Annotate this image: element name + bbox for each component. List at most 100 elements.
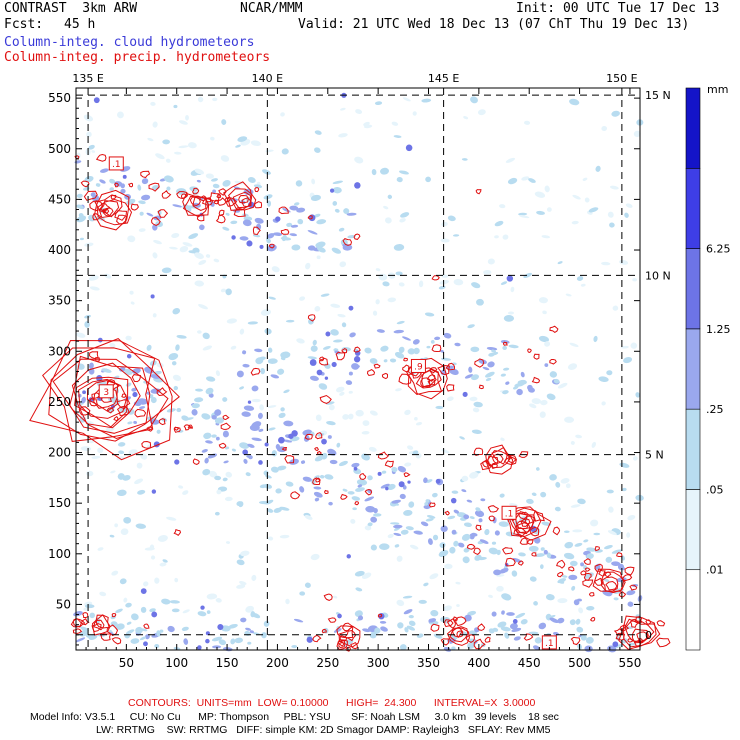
cloud-cell xyxy=(118,366,126,372)
cloud-cell xyxy=(242,363,250,368)
cloud-cell xyxy=(354,570,365,577)
cloud-cell-dense xyxy=(205,638,210,644)
colorbar-level-label: .01 xyxy=(706,564,724,577)
cloud-cell xyxy=(111,570,119,576)
cloud-cell xyxy=(444,563,453,570)
cloud-cell xyxy=(150,397,157,404)
cloud-cell xyxy=(539,564,544,569)
cloud-cell xyxy=(138,228,146,232)
cloud-cell xyxy=(469,516,475,520)
precip-contour xyxy=(588,592,595,597)
cloud-cell xyxy=(472,407,480,413)
cloud-cell xyxy=(326,421,336,426)
precip-contour xyxy=(114,182,119,188)
contour-info: CONTOURS: UNITS=mm LOW= 0.10000 HIGH= 24… xyxy=(128,697,536,709)
precip-contour xyxy=(502,547,514,555)
cloud-cell xyxy=(382,281,390,287)
cloud-cell xyxy=(134,478,144,485)
cloud-cell xyxy=(152,121,158,128)
precip-contour xyxy=(503,454,517,466)
cloud-cell xyxy=(355,487,365,492)
cloud-cell xyxy=(418,599,427,604)
contour-label-box xyxy=(98,384,114,399)
cloud-cell xyxy=(331,247,341,254)
cloud-cell xyxy=(462,556,470,564)
cloud-cell xyxy=(91,150,96,153)
cloud-cell xyxy=(409,544,419,550)
cloud-cell xyxy=(196,179,201,183)
cloud-cell xyxy=(491,349,496,353)
precip-contour xyxy=(307,215,313,220)
precip-core-contour xyxy=(344,629,357,642)
cloud-cell xyxy=(99,168,109,173)
precip-contour xyxy=(173,426,181,433)
cloud-cell xyxy=(206,593,218,600)
precip-contour xyxy=(134,408,147,418)
contour-label: .1 xyxy=(505,509,514,519)
precip-contour xyxy=(533,510,545,522)
cloud-cell xyxy=(310,431,315,437)
cloud-cell xyxy=(138,200,146,205)
cloud-cell xyxy=(534,553,545,557)
cloud-cell xyxy=(280,236,292,241)
cloud-cell xyxy=(494,235,499,239)
cloud-cell xyxy=(371,168,377,176)
precip-contour xyxy=(403,357,408,362)
cloud-cell xyxy=(404,462,412,467)
cloud-cell xyxy=(502,234,509,240)
cloud-cell xyxy=(623,356,633,364)
precip-contour xyxy=(252,226,261,236)
cloud-cell xyxy=(351,496,360,501)
cloud-cell xyxy=(312,339,317,346)
cloud-cell xyxy=(194,397,204,403)
precip-contour xyxy=(72,618,86,628)
cloud-cell xyxy=(221,119,227,125)
cloud-cell xyxy=(414,417,418,421)
precip-contour xyxy=(114,210,128,221)
cloud-cell xyxy=(214,475,222,481)
cloud-cell xyxy=(385,217,392,224)
cloud-cell xyxy=(203,432,212,440)
precip-contour xyxy=(580,570,587,576)
cloud-cell xyxy=(247,321,258,325)
cloud-cell xyxy=(376,329,385,333)
cloud-cell xyxy=(549,474,557,481)
precip-contour xyxy=(92,213,102,221)
cloud-cell xyxy=(584,197,590,203)
cloud-cell xyxy=(228,623,238,629)
cloud-cell xyxy=(370,516,378,523)
cloud-cell xyxy=(395,388,402,392)
precip-contour xyxy=(268,243,275,249)
cloud-cell xyxy=(236,559,245,566)
cloud-cell xyxy=(196,330,202,334)
cloud-cell xyxy=(461,475,469,482)
cloud-cell xyxy=(214,417,225,424)
cloud-cell xyxy=(155,153,165,160)
precip-contour xyxy=(630,618,640,628)
cloud-cell xyxy=(569,560,578,567)
cloud-cell xyxy=(563,530,570,533)
cloud-cell xyxy=(133,420,138,424)
cloud-cell xyxy=(363,121,370,127)
cloud-cell xyxy=(357,615,364,621)
precip-contour xyxy=(116,399,131,410)
cloud-cell xyxy=(500,626,511,632)
cloud-cell xyxy=(222,226,230,231)
cloud-cell xyxy=(117,442,126,447)
cloud-cell xyxy=(598,376,609,382)
precip-contour xyxy=(254,201,263,209)
precip-contour xyxy=(446,384,455,392)
cloud-cell xyxy=(463,514,470,520)
cloud-cell xyxy=(140,453,148,460)
cloud-cell-dense xyxy=(217,624,224,631)
cloud-cell xyxy=(451,490,459,494)
contour-label: 3 xyxy=(103,388,109,398)
cloud-cell xyxy=(367,522,373,527)
cloud-cell xyxy=(501,610,505,615)
cloud-cell xyxy=(251,421,262,429)
cloud-cell xyxy=(348,371,353,376)
precip-contour xyxy=(556,571,564,578)
cloud-cell xyxy=(347,235,356,239)
cloud-cell xyxy=(299,591,306,596)
cloud-cell xyxy=(215,436,220,441)
